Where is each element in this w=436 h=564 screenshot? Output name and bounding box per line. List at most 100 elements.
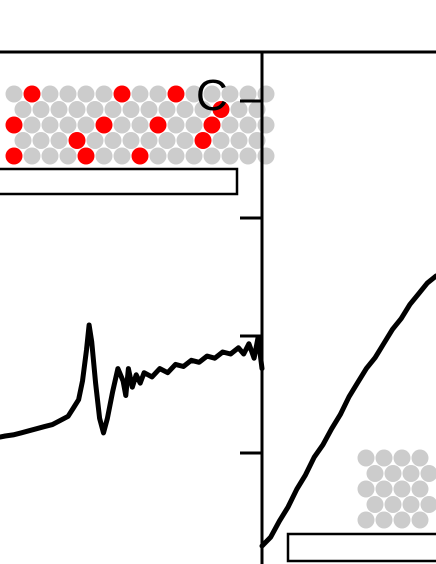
grey-atom xyxy=(95,85,113,103)
grey-atom xyxy=(230,101,248,118)
grey-atom xyxy=(239,116,257,134)
grey-atom xyxy=(357,449,375,467)
grey-atom xyxy=(158,101,176,118)
grey-atom xyxy=(366,465,384,482)
grey-atom xyxy=(420,465,436,482)
grey-atom xyxy=(59,85,77,103)
grey-atom xyxy=(77,85,95,103)
grey-atom xyxy=(5,85,23,103)
grey-atom xyxy=(50,132,68,149)
grey-atom xyxy=(176,101,194,118)
right-panel-y-ticks xyxy=(240,99,262,455)
grey-atom xyxy=(41,85,59,103)
grey-atom xyxy=(194,101,212,118)
grey-atom xyxy=(185,85,203,103)
grey-atom xyxy=(239,147,257,165)
grey-atom xyxy=(122,101,140,118)
grey-atom xyxy=(131,85,149,103)
grey-atom xyxy=(257,116,275,134)
grey-atom xyxy=(203,85,221,103)
grey-atom xyxy=(221,147,239,165)
grey-atom xyxy=(149,85,167,103)
red-atom xyxy=(149,116,167,134)
grey-atom xyxy=(104,101,122,118)
grey-atom xyxy=(203,147,221,165)
grey-atom xyxy=(41,116,59,134)
right-inset-atom-model xyxy=(357,449,436,529)
red-atom xyxy=(68,132,86,149)
grey-atom xyxy=(393,449,411,467)
red-atom xyxy=(5,147,23,165)
grey-atom xyxy=(420,496,436,513)
grey-atom xyxy=(86,132,104,149)
left-panel xyxy=(0,50,275,440)
grey-atom xyxy=(113,147,131,165)
red-atom xyxy=(95,116,113,134)
grey-atom xyxy=(257,147,275,165)
red-atom xyxy=(5,116,23,134)
grey-atom xyxy=(95,147,113,165)
grey-atom xyxy=(384,465,402,482)
grey-atom xyxy=(14,101,32,118)
red-atom xyxy=(167,85,185,103)
grey-atom xyxy=(14,132,32,149)
red-atom xyxy=(131,147,149,165)
grey-atom xyxy=(50,101,68,118)
grey-atom xyxy=(212,132,230,149)
red-atom xyxy=(203,116,221,134)
panel-letter: C xyxy=(196,71,228,120)
grey-atom xyxy=(59,147,77,165)
grey-atom xyxy=(411,511,429,529)
grey-atom xyxy=(393,511,411,529)
grey-atom xyxy=(59,116,77,134)
right-inset-substrate xyxy=(286,532,436,563)
right-panel: C xyxy=(196,50,436,564)
grey-atom xyxy=(122,132,140,149)
grey-atom xyxy=(167,147,185,165)
grey-atom xyxy=(230,132,248,149)
grey-atom xyxy=(140,101,158,118)
grey-atom xyxy=(23,147,41,165)
grey-atom xyxy=(384,496,402,513)
grey-atom xyxy=(32,101,50,118)
grey-atom xyxy=(402,465,420,482)
grey-atom xyxy=(140,132,158,149)
grey-atom xyxy=(167,116,185,134)
grey-atom xyxy=(131,116,149,134)
grey-atom xyxy=(357,480,375,498)
red-atom xyxy=(212,101,230,118)
grey-atom xyxy=(86,101,104,118)
grey-atom xyxy=(23,116,41,134)
grey-atom xyxy=(375,480,393,498)
left-inset-atom-model xyxy=(5,85,275,165)
grey-atom xyxy=(77,116,95,134)
grey-atom xyxy=(149,147,167,165)
grey-atom xyxy=(176,132,194,149)
grey-atom xyxy=(185,147,203,165)
red-atom xyxy=(194,132,212,149)
grey-atom xyxy=(185,116,203,134)
grey-atom xyxy=(411,480,429,498)
red-atom xyxy=(23,85,41,103)
red-atom xyxy=(113,85,131,103)
grey-atom xyxy=(402,496,420,513)
grey-atom xyxy=(104,132,122,149)
grey-atom xyxy=(221,85,239,103)
left-inset-substrate xyxy=(0,167,239,196)
right-panel-data-line xyxy=(259,273,436,549)
grey-atom xyxy=(158,132,176,149)
red-atom xyxy=(77,147,95,165)
grey-atom xyxy=(375,511,393,529)
grey-atom xyxy=(357,511,375,529)
grey-atom xyxy=(393,480,411,498)
grey-atom xyxy=(239,85,257,103)
grey-atom xyxy=(113,116,131,134)
grey-atom xyxy=(221,116,239,134)
grey-atom xyxy=(68,101,86,118)
grey-atom xyxy=(366,496,384,513)
grey-atom xyxy=(41,147,59,165)
left-panel-data-line xyxy=(0,322,265,440)
grey-atom xyxy=(411,449,429,467)
grey-atom xyxy=(32,132,50,149)
